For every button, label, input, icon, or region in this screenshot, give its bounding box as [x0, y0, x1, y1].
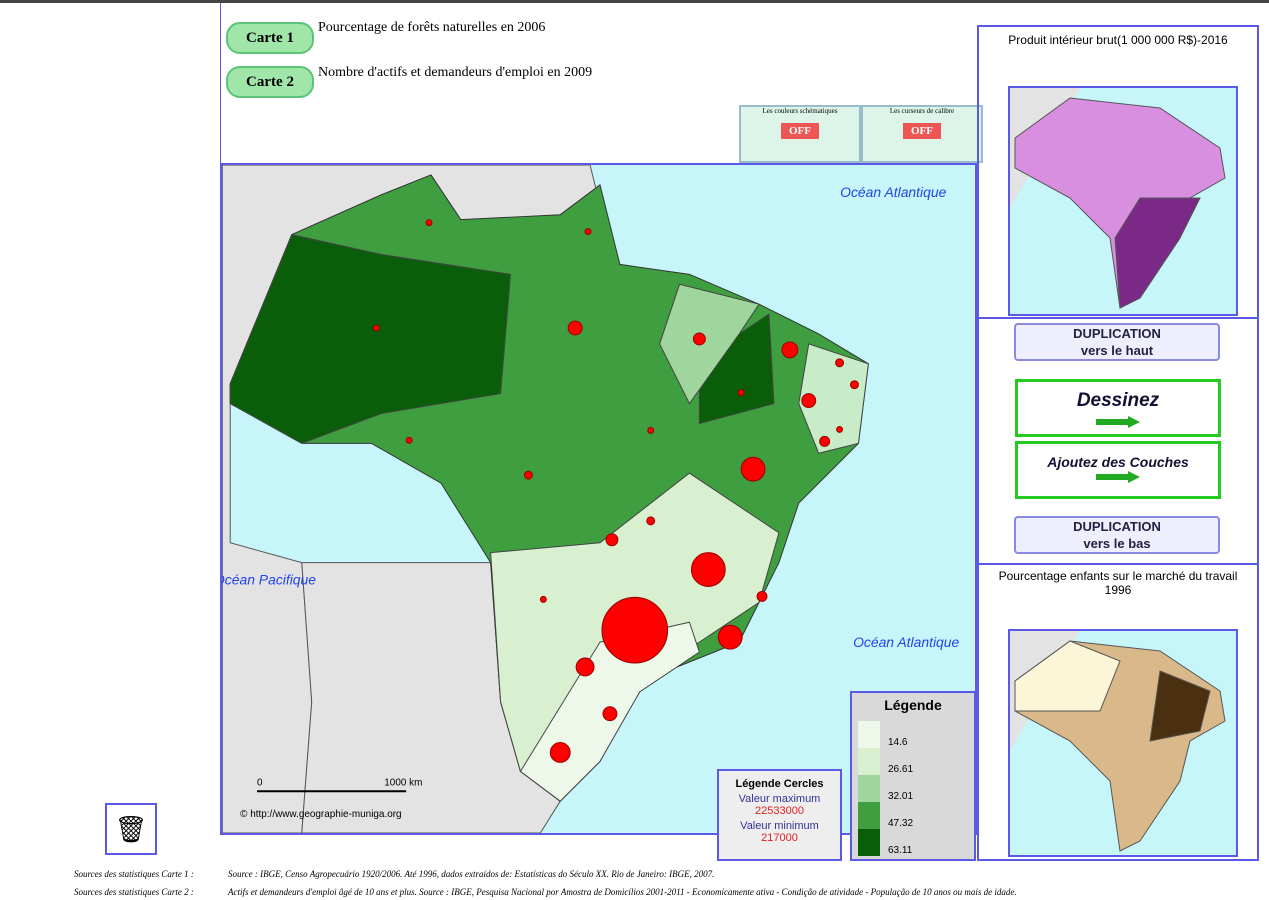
button-text: DUPLICATION: [1073, 326, 1161, 341]
source-label: Sources des statistiques Carte 2 :: [74, 887, 194, 897]
legend-row: 14.6: [858, 721, 913, 748]
source-label: Sources des statistiques Carte 1 :: [74, 869, 194, 879]
region: [229, 234, 512, 444]
button-text: Dessinez: [1076, 390, 1160, 411]
legend-value: 26.61: [888, 764, 914, 775]
min-label: Valeur minimum: [740, 820, 819, 832]
ocean-label: Océan Atlantique: [853, 634, 959, 650]
source-text: Actifs et demandeurs d'emploi âgé de 10 …: [228, 887, 1017, 897]
toggle: Les couleurs schématiques OFF: [739, 105, 861, 163]
map1-button[interactable]: Carte 1: [226, 22, 314, 54]
circles: [372, 219, 859, 763]
legend-value: 63.11: [888, 845, 913, 856]
ocean-label: Océan Atlantique: [840, 184, 946, 200]
legend-value: 14.6: [888, 737, 908, 748]
legend-title: Légende: [884, 697, 942, 713]
ocean-label: Océan Pacifique: [220, 571, 316, 587]
tools-panel: [977, 317, 1259, 565]
legend-row: 47.32: [858, 802, 913, 829]
side-title: Produit intérieur brut(1 000 000 R$)-201…: [1008, 33, 1228, 47]
duplicate-up[interactable]: DUPLICATION vers le haut: [1014, 323, 1220, 361]
thumb-map: [1008, 86, 1238, 316]
button-text: vers le haut: [1080, 343, 1154, 358]
circle-legend: Légende Cercles Valeur maximum 22533000 …: [717, 769, 842, 861]
legend-value: 47.32: [888, 818, 914, 829]
arrow: [1096, 471, 1140, 483]
legend-swatch: [858, 775, 880, 802]
region: [659, 283, 760, 405]
button-text: DUPLICATION: [1073, 519, 1161, 534]
toggle: Les curseurs de calibre OFF: [861, 105, 983, 163]
map2-title: Nombre d'actifs et demandeurs d'emploi e…: [318, 65, 593, 80]
region: [798, 343, 869, 454]
legend-row: 32.01: [858, 775, 913, 802]
duplicate-down[interactable]: DUPLICATION vers le bas: [1014, 516, 1220, 554]
scale-label: 1000 km: [384, 777, 422, 788]
divider: [220, 3, 221, 163]
thumb-map: [1008, 629, 1238, 857]
source-text: Source : IBGE, Censo Agropecuário 1920/2…: [228, 869, 715, 879]
legend-swatch: [858, 802, 880, 829]
circle-legend-title: Légende Cercles: [735, 778, 824, 790]
button-text: vers le bas: [1083, 536, 1151, 551]
side-title: Pourcentage enfants sur le marché du tra…: [998, 569, 1238, 597]
map1-title: Pourcentage de forêts naturelles en 2006: [318, 20, 546, 35]
toggle-button[interactable]: OFF: [903, 123, 941, 139]
toggle-label: Les couleurs schématiques: [762, 107, 838, 115]
legend-swatch: [858, 829, 880, 856]
layers-button[interactable]: Ajoutez des Couches: [1015, 441, 1221, 499]
toggle-label: Les curseurs de calibre: [889, 107, 955, 115]
button-text: Ajoutez des Couches: [1047, 454, 1189, 470]
legend-row: 26.61: [858, 748, 913, 775]
min-value: 217000: [761, 832, 798, 844]
main-map: Océan Atlantique Océan Pacifique Océan A…: [220, 163, 977, 835]
credit: © http://www.geographie-muniga.org: [240, 809, 401, 820]
trash-button[interactable]: 🗑: [105, 803, 157, 855]
arrow: [1096, 416, 1140, 428]
toggle-button[interactable]: OFF: [781, 123, 819, 139]
draw-button[interactable]: Dessinez: [1015, 379, 1221, 437]
max-value: 22533000: [755, 805, 804, 817]
map2-button[interactable]: Carte 2: [226, 66, 314, 98]
legend-row: 63.11: [858, 829, 913, 856]
legend-swatch: [858, 721, 880, 748]
legend: Légende 14.6 26.61 32.01 47.32 63.11: [850, 691, 976, 861]
max-label: Valeur maximum: [738, 793, 821, 805]
legend-swatch: [858, 748, 880, 775]
scale-label: 0: [257, 777, 263, 788]
legend-value: 32.01: [888, 791, 914, 802]
